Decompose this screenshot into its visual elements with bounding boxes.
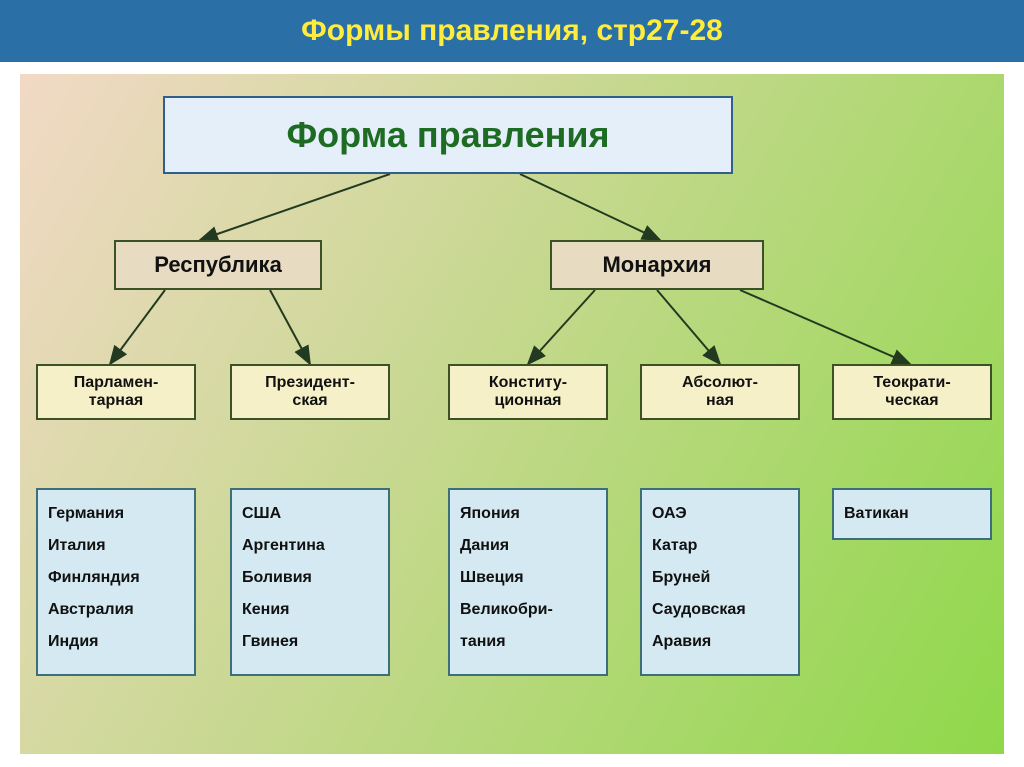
example-item: Ватикан <box>844 498 980 530</box>
example-item: Индия <box>48 626 184 658</box>
example-item: Япония <box>460 498 596 530</box>
connector-line <box>657 290 720 364</box>
example-item: Катар <box>652 530 788 562</box>
connector-line <box>200 174 390 240</box>
branch-monarchy: Монархия <box>550 240 764 290</box>
example-item: Аргентина <box>242 530 378 562</box>
examples-parl: ГерманияИталияФинляндияАвстралияИндия <box>36 488 196 676</box>
example-item: Германия <box>48 498 184 530</box>
examples-abs: ОАЭКатарБрунейСаудовская Аравия <box>640 488 800 676</box>
example-item: Австралия <box>48 594 184 626</box>
page-title: Формы правления, стр27-28 <box>301 14 723 48</box>
example-item: Великобри- тания <box>460 594 596 658</box>
example-item: Боливия <box>242 562 378 594</box>
example-item: Гвинея <box>242 626 378 658</box>
example-item: Финляндия <box>48 562 184 594</box>
connector-line <box>110 290 165 364</box>
connector-line <box>740 290 910 364</box>
subtype-abs: Абсолют- ная <box>640 364 800 420</box>
examples-const: ЯпонияДанияШвецияВеликобри- тания <box>448 488 608 676</box>
subtype-pres: Президент- ская <box>230 364 390 420</box>
example-item: Швеция <box>460 562 596 594</box>
connector-line <box>528 290 595 364</box>
examples-pres: СШААргентинаБоливияКенияГвинея <box>230 488 390 676</box>
example-item: Саудовская Аравия <box>652 594 788 658</box>
example-item: Италия <box>48 530 184 562</box>
diagram-area: Форма правления Республика Монархия Парламе… <box>20 74 1004 754</box>
subtype-theo: Теократи- ческая <box>832 364 992 420</box>
page-header: Формы правления, стр27-28 <box>0 0 1024 62</box>
root-box: Форма правления <box>163 96 733 174</box>
example-item: Бруней <box>652 562 788 594</box>
example-item: ОАЭ <box>652 498 788 530</box>
subtype-parl: Парламен- тарная <box>36 364 196 420</box>
connector-line <box>520 174 660 240</box>
example-item: Дания <box>460 530 596 562</box>
connector-line <box>270 290 310 364</box>
example-item: Кения <box>242 594 378 626</box>
example-item: США <box>242 498 378 530</box>
branch-republic: Республика <box>114 240 322 290</box>
examples-theo: Ватикан <box>832 488 992 540</box>
subtype-const: Конститу- ционная <box>448 364 608 420</box>
